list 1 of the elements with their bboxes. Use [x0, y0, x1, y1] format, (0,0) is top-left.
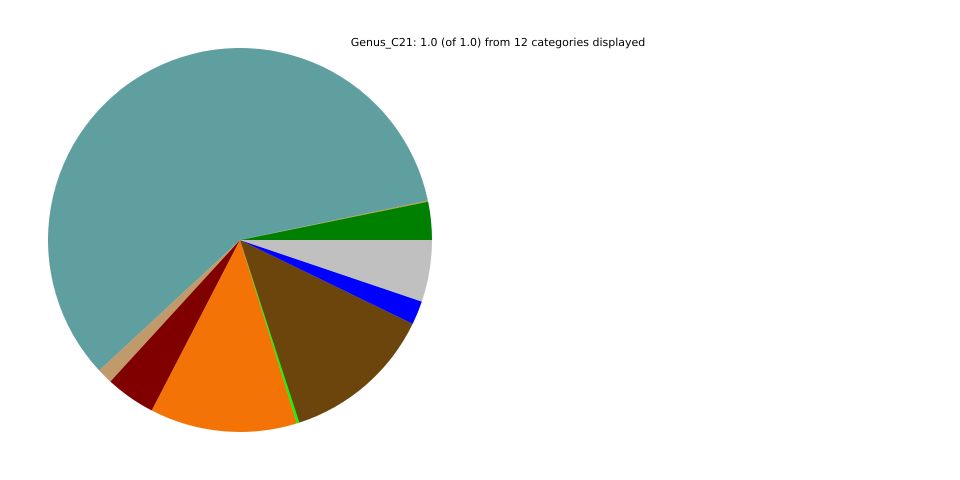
text: Genus_C21: 1.0 (of 1.0) from 12 categories displayed [350, 36, 646, 49]
